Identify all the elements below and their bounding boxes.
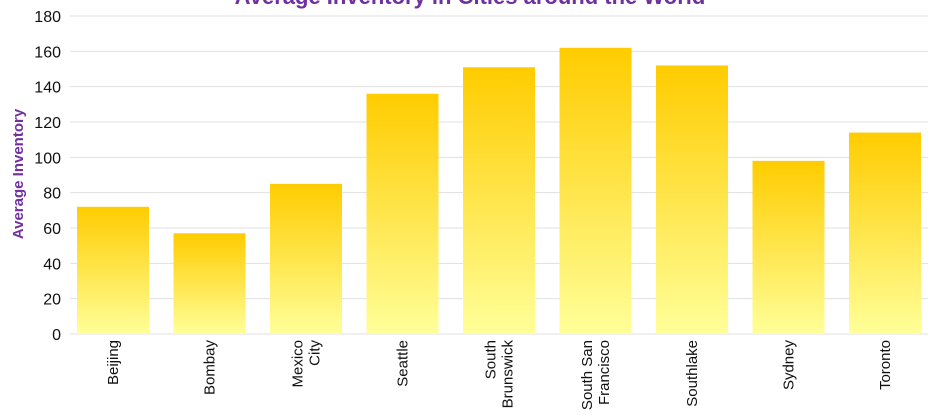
x-axis-labels: Beijing Bombay MexicoCity Seattle SouthBruns… [105, 340, 894, 411]
x-tick-label: Bombay [202, 340, 219, 396]
y-tick-label: 80 [43, 186, 61, 203]
bar [559, 47, 632, 335]
bar [270, 183, 342, 334]
bar [77, 206, 149, 334]
x-tick-label: Toronto [877, 340, 894, 390]
x-tick-label-line: Southlake [684, 340, 701, 407]
y-axis-label: Average Inventory [10, 108, 27, 239]
bar [463, 67, 535, 334]
bar [752, 160, 825, 334]
x-tick-label: South SanFrancisco [579, 340, 613, 410]
y-tick-label: 40 [43, 256, 61, 273]
y-tick-label: 100 [34, 150, 61, 167]
x-tick-label: Sydney [781, 340, 798, 391]
x-tick-label-line: Francisco [596, 340, 613, 405]
y-tick-label: 160 [34, 44, 61, 61]
bar [366, 93, 439, 334]
y-axis-ticks: 0 20 40 60 80 100 120 140 160 180 [34, 9, 61, 344]
y-tick-label: 140 [34, 80, 61, 97]
bar [849, 132, 921, 334]
x-tick-label-line: Mexico [290, 340, 307, 388]
x-tick-label-line: Sydney [781, 340, 798, 391]
x-tick-label-line: Brunswick [500, 340, 517, 409]
x-tick-label-line: Toronto [877, 340, 894, 390]
bar [656, 65, 728, 334]
x-tick-label-line: South [483, 340, 500, 379]
x-tick-label: Beijing [105, 340, 122, 385]
x-tick-label-line: City [307, 340, 324, 366]
x-tick-label-line: Beijing [105, 340, 122, 385]
x-tick-label: MexicoCity [290, 340, 324, 388]
x-tick-label-line: Bombay [202, 340, 219, 396]
x-tick-label: SouthBrunswick [483, 340, 517, 409]
y-tick-label: 60 [43, 221, 61, 238]
y-tick-label: 20 [43, 292, 61, 309]
x-tick-label-line: South San [579, 340, 596, 410]
x-tick-label: Seattle [395, 340, 412, 387]
y-tick-label: 120 [34, 115, 61, 132]
bar [173, 233, 246, 334]
x-tick-label-line: Seattle [395, 340, 412, 387]
y-tick-label: 180 [34, 9, 61, 26]
x-tick-label: Southlake [684, 340, 701, 407]
bars [77, 47, 921, 335]
chart-title: Average Inventory in Cities around the W… [235, 0, 706, 9]
y-tick-label: 0 [52, 327, 61, 344]
